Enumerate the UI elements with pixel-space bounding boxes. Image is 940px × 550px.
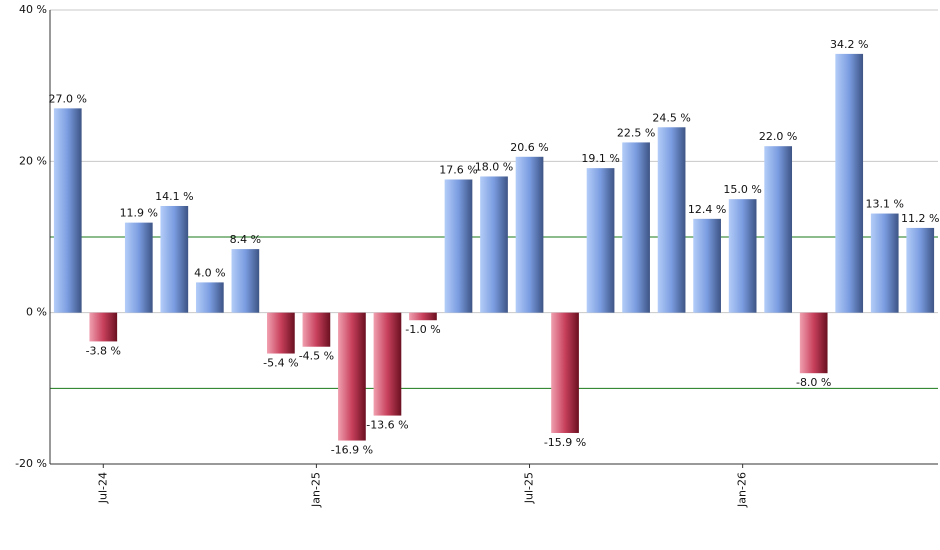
bar [89, 312, 118, 342]
bar [622, 142, 650, 313]
x-tick-label: Jul-25 [523, 472, 536, 504]
bar [302, 312, 331, 347]
value-label: 24.5 % [652, 111, 690, 124]
y-tick-label: 40 % [19, 3, 47, 16]
bar [799, 312, 828, 374]
bar [551, 312, 579, 433]
bar [835, 53, 864, 313]
value-label: -4.5 % [299, 350, 334, 363]
value-label: 22.5 % [617, 126, 655, 139]
bar [515, 156, 544, 313]
value-label: 34.2 % [830, 38, 868, 51]
value-label: 12.4 % [688, 203, 726, 216]
y-tick-label: -20 % [15, 457, 47, 470]
bar [693, 218, 721, 313]
bar [160, 205, 189, 313]
value-label: 13.1 % [865, 198, 903, 211]
x-tick-label: Jan-25 [309, 472, 322, 508]
value-label: -8.0 % [796, 376, 831, 389]
value-label: 4.0 % [194, 266, 225, 279]
bar [409, 312, 437, 321]
bar [906, 227, 935, 313]
bar [586, 168, 615, 313]
bar [53, 108, 82, 313]
value-label: -1.0 % [405, 323, 440, 336]
value-label: 11.2 % [901, 212, 939, 225]
value-label: 19.1 % [581, 152, 619, 165]
bar [728, 199, 757, 313]
value-label: -13.6 % [366, 419, 408, 432]
bar [267, 312, 295, 354]
value-label: 15.0 % [723, 183, 761, 196]
value-label: -5.4 % [263, 357, 298, 370]
x-tick-label: Jul-24 [96, 472, 109, 504]
bar [444, 179, 473, 313]
value-label: 8.4 % [230, 233, 261, 246]
value-label: -3.8 % [86, 344, 121, 357]
bar [657, 127, 686, 313]
value-label: 14.1 % [155, 190, 193, 203]
value-label: 20.6 % [510, 141, 548, 154]
value-label: -15.9 % [544, 436, 586, 449]
y-tick-label: 20 % [19, 154, 47, 167]
value-label: 11.9 % [120, 207, 158, 220]
bar [195, 282, 224, 313]
bar [870, 213, 899, 313]
bar [231, 249, 260, 313]
bar [764, 146, 793, 313]
value-label: 22.0 % [759, 130, 797, 143]
bar [338, 312, 366, 441]
y-tick-label: 0 % [26, 306, 47, 319]
bar [373, 312, 402, 416]
bar [124, 222, 153, 313]
value-label: 17.6 % [439, 163, 477, 176]
bar [480, 176, 508, 313]
value-label: 18.0 % [475, 160, 513, 173]
value-label: 27.0 % [49, 92, 87, 105]
x-tick-label: Jan-26 [736, 472, 749, 508]
value-label: -16.9 % [331, 444, 373, 457]
